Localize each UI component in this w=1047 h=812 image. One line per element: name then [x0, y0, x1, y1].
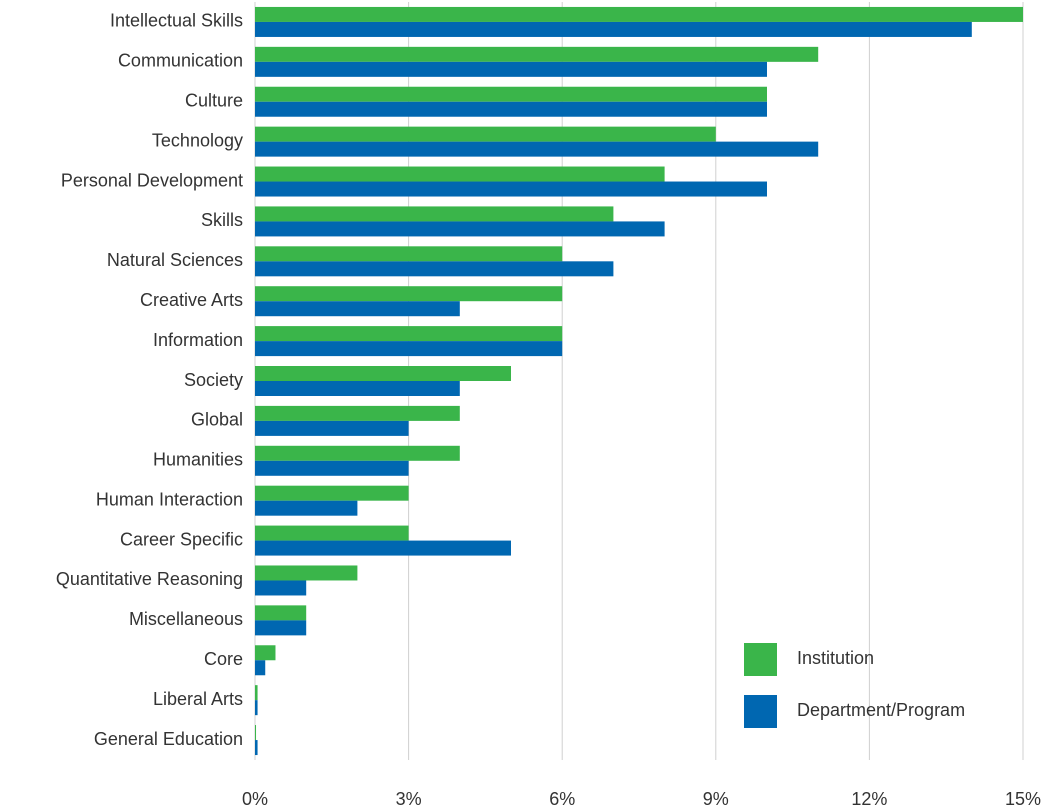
y-tick-label: Skills: [201, 210, 243, 230]
bar: [255, 86, 767, 102]
x-tick-label: 9%: [703, 789, 729, 809]
bar: [255, 565, 358, 581]
y-tick-label: Quantitative Reasoning: [56, 569, 243, 589]
bar: [255, 620, 307, 636]
bar: [255, 645, 276, 661]
bar: [255, 540, 511, 556]
bar: [255, 221, 665, 237]
bar: [255, 166, 665, 182]
legend-swatch: [744, 643, 777, 676]
y-tick-label: Creative Arts: [140, 290, 243, 310]
bar: [255, 725, 257, 741]
y-tick-label: Core: [204, 649, 243, 669]
bar: [255, 580, 307, 596]
bar: [255, 126, 716, 142]
bar: [255, 605, 307, 621]
bar: [255, 366, 511, 381]
y-tick-label: General Education: [94, 729, 243, 749]
bar: [255, 6, 1023, 22]
bar: [255, 420, 409, 436]
y-tick-label: Culture: [185, 90, 243, 110]
bar: [255, 181, 767, 197]
bar: [255, 101, 767, 117]
y-tick-label: Career Specific: [120, 529, 243, 549]
bar: [255, 326, 563, 342]
bar: [255, 381, 460, 396]
bar: [255, 246, 563, 262]
x-tick-label: 15%: [1005, 789, 1041, 809]
x-tick-label: 3%: [396, 789, 422, 809]
y-tick-label: Intellectual Skills: [110, 11, 243, 31]
y-tick-label: Global: [191, 410, 243, 430]
y-tick-label: Information: [153, 330, 243, 350]
bar: [255, 525, 409, 541]
y-tick-label: Natural Sciences: [107, 250, 243, 270]
bar: [255, 261, 614, 277]
y-tick-label: Society: [184, 370, 243, 390]
bar: [255, 46, 819, 62]
x-tick-label: 0%: [242, 789, 268, 809]
bar: [255, 700, 258, 716]
y-tick-label: Communication: [118, 51, 243, 71]
y-tick-label: Humanities: [153, 450, 243, 470]
y-tick-label: Miscellaneous: [129, 609, 243, 629]
x-tick-label: 6%: [549, 789, 575, 809]
bar: [255, 740, 258, 756]
bar: [255, 21, 972, 37]
bar: [255, 286, 563, 302]
bar: [255, 485, 409, 501]
bar: [255, 206, 614, 222]
legend-label: Department/Program: [797, 700, 965, 720]
bar: [255, 445, 460, 461]
bar: [255, 685, 258, 701]
bar: [255, 141, 819, 157]
bar: [255, 500, 358, 516]
bar: [255, 301, 460, 317]
legend-swatch: [744, 695, 777, 728]
x-tick-label: 12%: [851, 789, 887, 809]
y-tick-label: Technology: [152, 130, 243, 150]
bar: [255, 660, 266, 676]
bar: [255, 61, 767, 77]
legend-label: Institution: [797, 648, 874, 668]
bar: [255, 405, 460, 421]
y-tick-label: Liberal Arts: [153, 689, 243, 709]
bar: [255, 460, 409, 476]
bar: [255, 341, 563, 357]
y-tick-label: Human Interaction: [96, 489, 243, 509]
y-tick-label: Personal Development: [61, 170, 243, 190]
